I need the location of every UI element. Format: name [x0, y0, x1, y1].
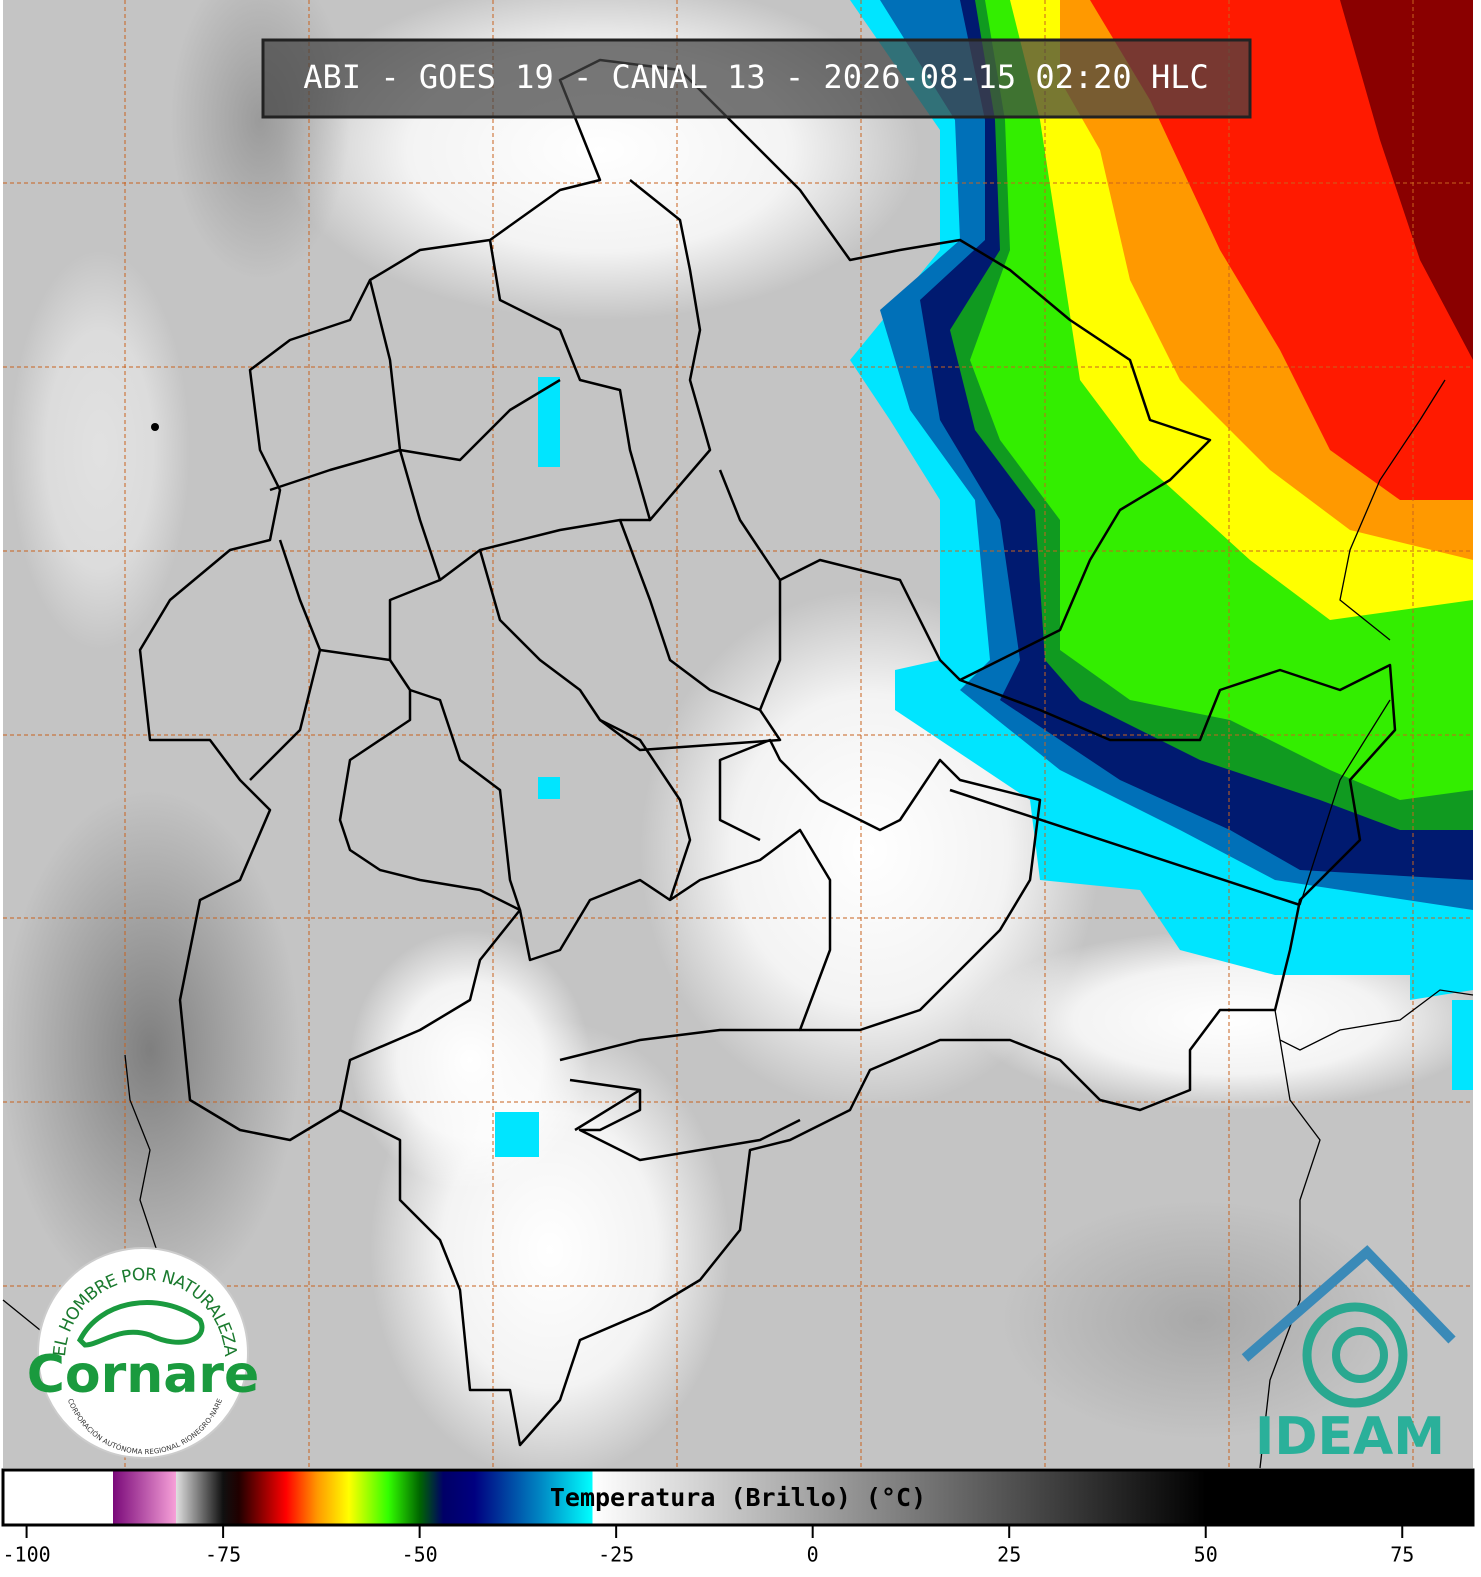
colorbar-tick-label: -50 [402, 1543, 438, 1567]
title-box: ABI - GOES 19 - CANAL 13 - 2026-08-15 02… [261, 38, 1252, 119]
cornare-name: Cornare [27, 1345, 260, 1405]
colorbar-tick-label: -25 [598, 1543, 634, 1567]
satellite-image [0, 0, 1481, 1480]
ideam-logo: IDEAM [1241, 1245, 1456, 1467]
cornare-logo: EL HOMBRE POR NATURALEZA Cornare CORPORA… [27, 1247, 260, 1459]
colorbar-tick-label: 50 [1194, 1543, 1218, 1567]
colorbar-tick-label: 75 [1390, 1543, 1414, 1567]
colorbar-tick-label: 25 [997, 1543, 1021, 1567]
title: ABI - GOES 19 - CANAL 13 - 2026-08-15 02… [303, 58, 1208, 96]
colorbar-tick-label: -75 [205, 1543, 241, 1567]
grid [3, 0, 1473, 1468]
colorbar-tick-label: 0 [807, 1543, 819, 1567]
colorbar: Temperatura (Brillo) (°C) -100 -75 -50 -25 0… [1, 1468, 1475, 1567]
colorbar-tick-label: -100 [2, 1543, 50, 1567]
ideam-name: IDEAM [1255, 1407, 1445, 1467]
colorbar-label: Temperatura (Brillo) (°C) [550, 1483, 926, 1512]
boundaries [2, 58, 1474, 1469]
